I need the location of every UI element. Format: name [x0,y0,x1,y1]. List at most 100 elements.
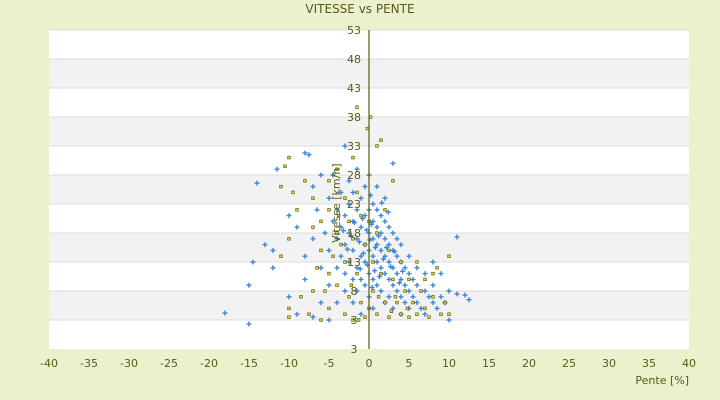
data-point [327,179,331,183]
data-point [295,208,299,212]
data-point [270,247,276,253]
data-point [378,247,384,253]
data-point [330,218,336,224]
data-point [430,259,436,265]
data-point [370,218,376,224]
data-point [350,276,356,282]
data-point [358,224,364,230]
data-point [358,253,364,259]
data-point [302,276,308,282]
data-point [351,155,355,160]
data-point [419,289,423,293]
data-point [310,184,316,190]
data-point [393,295,398,299]
data-point [343,312,347,316]
data-point [370,201,376,207]
data-point [330,172,336,178]
data-point [391,277,395,282]
data-point [407,315,411,319]
data-point [391,179,395,183]
data-point [334,265,340,271]
data-point [340,228,346,234]
data-point [386,259,392,265]
data-point [390,230,396,236]
data-point [346,230,352,236]
x-tick-label: 35 [642,357,656,370]
data-point [438,294,444,300]
data-point [387,315,391,319]
x-tick-labels: -40 -35 -30 -25 -20 -15 -10 -5 0 5 10 15 20 25 30 35 40 [40,357,696,370]
data-point [376,295,381,299]
data-point [338,253,344,259]
x-tick-label: -10 [280,357,298,370]
data-point [390,282,396,288]
x-tick-label: -30 [120,357,138,370]
data-point [402,282,408,288]
data-point [342,213,348,219]
data-point [350,189,356,195]
data-point [250,259,256,265]
data-point [357,266,363,272]
x-tick-label: 15 [482,357,496,370]
data-point [375,312,379,316]
data-point [430,300,436,306]
data-point [342,288,348,294]
data-point [370,276,376,282]
data-point [378,288,384,294]
data-point [365,126,370,131]
data-point [327,306,331,311]
x-tick-label: -40 [40,357,58,370]
data-point [363,242,367,247]
data-point [346,259,352,265]
y-tick-label: 48 [347,53,361,66]
data-point [347,295,351,299]
data-point [371,289,375,293]
y-axis-label: Vitesse [km/h] [330,163,343,243]
data-point [446,317,452,323]
data-point [379,271,383,276]
data-point [384,245,390,250]
y-tick-label: 3 [351,314,358,327]
x-tick-label: 25 [562,357,576,370]
data-point [385,209,391,215]
data-point [382,271,388,277]
data-point [354,265,360,271]
data-point [334,207,340,213]
data-point [368,115,373,119]
data-point [327,271,331,276]
data-point [310,236,316,242]
data-point [287,237,291,241]
x-tick-label: -35 [80,357,98,370]
data-point [454,234,460,240]
data-point [363,315,367,319]
data-point [356,318,361,322]
data-point [374,184,380,190]
data-point [374,259,380,265]
y-tick-label: 13 [347,256,361,269]
data-point [369,285,375,291]
data-point [427,315,431,319]
data-point [383,300,387,305]
y-tick-label: 18 [347,227,361,240]
data-point [311,196,315,200]
data-point [315,266,319,270]
data-point [414,265,420,271]
data-point [310,314,316,320]
data-point [338,224,344,230]
data-point [294,311,300,317]
data-point [246,282,252,288]
data-point [319,248,323,253]
data-point [323,289,327,293]
data-point [354,166,360,172]
data-point [423,277,427,282]
data-point [294,224,300,230]
data-point [446,288,452,294]
data-point [338,189,344,195]
data-point [394,236,400,242]
data-point [318,300,324,306]
data-point [336,213,341,218]
data-point [395,300,399,305]
data-point [344,246,350,252]
data-point [362,184,368,190]
